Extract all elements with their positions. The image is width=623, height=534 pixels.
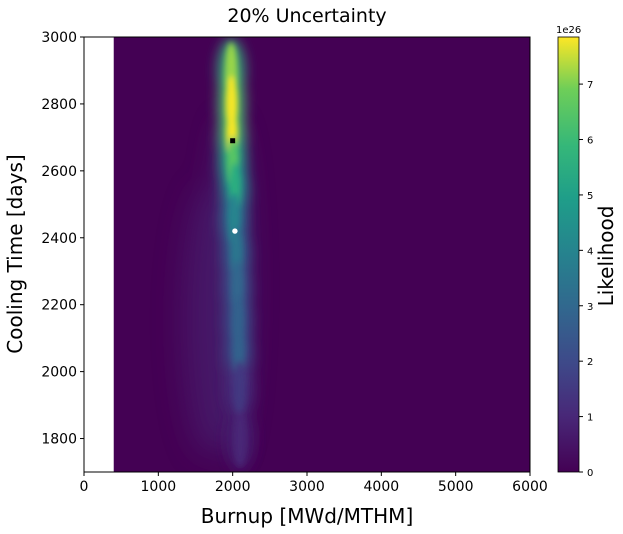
y-axis-ticks: 1800 2000 2200 2400 2600 2800 3000: [41, 30, 84, 448]
likelihood-ridge: [180, 38, 255, 471]
x-tick-label: 2000: [215, 479, 251, 495]
colorbar: [557, 36, 580, 473]
ridge-cell: [234, 410, 247, 467]
colorbar-tick-label: 6: [587, 136, 593, 147]
true-value-marker: [232, 228, 238, 234]
max-likelihood-marker: [230, 138, 236, 144]
y-tick-label: 3000: [41, 30, 77, 46]
y-axis-label: Cooling Time [days]: [3, 154, 27, 353]
colorbar-tick-label: 3: [587, 302, 593, 313]
x-axis-ticks: 0 1000 2000 3000 4000 5000 6000: [80, 472, 548, 495]
x-tick-label: 5000: [438, 479, 474, 495]
chart-title: 20% Uncertainty: [227, 5, 386, 27]
colorbar-tick-label: 4: [587, 246, 593, 257]
x-tick-label: 6000: [512, 479, 548, 495]
colorbar-tick-label: 2: [587, 357, 593, 368]
colorbar-tick-label: 0: [587, 468, 593, 479]
y-tick-label: 1800: [41, 432, 77, 448]
colorbar-tick-label: 5: [587, 191, 593, 202]
y-tick-label: 2800: [41, 97, 77, 113]
x-tick-label: 1000: [141, 479, 177, 495]
y-tick-label: 2600: [41, 164, 77, 180]
x-tick-label: 4000: [364, 479, 400, 495]
x-tick-label: 0: [80, 479, 89, 495]
x-axis-label: Burnup [MWd/MTHM]: [201, 504, 414, 528]
colorbar-multiplier: 1e26: [556, 25, 581, 36]
colorbar-tick-label: 1: [587, 413, 593, 424]
heatmap-background: [113, 37, 530, 472]
colorbar-label: Likelihood: [594, 206, 618, 307]
ridge-cell: [233, 360, 246, 417]
colorbar-ticks: 0 1 2 3 4 5 6 7: [579, 80, 593, 479]
colorbar-tick-label: 7: [587, 80, 593, 91]
y-tick-label: 2200: [41, 298, 77, 314]
y-tick-label: 2400: [41, 231, 77, 247]
y-tick-label: 2000: [41, 365, 77, 381]
x-tick-label: 3000: [289, 479, 325, 495]
markers: [230, 138, 238, 234]
